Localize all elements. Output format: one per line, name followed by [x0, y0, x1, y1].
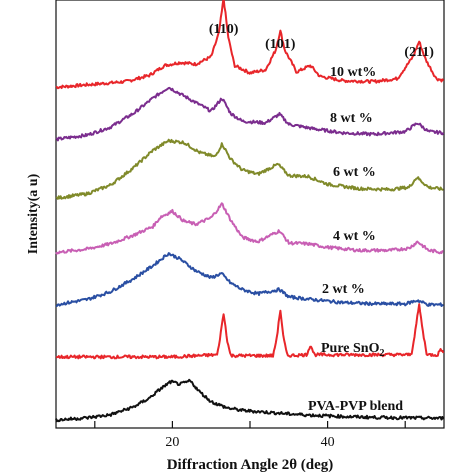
series-line-3 [55, 202, 444, 255]
peak-annotation-0: (110) [209, 22, 239, 37]
series-label-subscript-5: 2 [379, 348, 384, 359]
series-label-5: Pure SnO2 [321, 341, 384, 359]
plot-frame [55, 0, 445, 429]
series-line-1 [55, 86, 445, 142]
series-line-4 [55, 252, 444, 307]
y-axis-title: Intensity(a u) [26, 173, 41, 254]
series-label-6: PVA-PVP blend [308, 399, 403, 414]
series-label-2: 6 wt % [333, 165, 376, 180]
series-label-3: 4 wt % [333, 229, 376, 244]
series-label-4: 2 wt % [322, 282, 365, 297]
peak-annotation-1: (101) [265, 37, 296, 52]
x-axis-title: Diffraction Angle 2θ (deg) [167, 457, 334, 473]
series-line-6 [55, 378, 445, 423]
x-tick-label-0: 20 [165, 435, 179, 450]
series-layer [55, 0, 445, 423]
series-line-5 [55, 303, 445, 360]
series-label-0: 10 wt% [330, 65, 376, 80]
tick-layer: 20 40 [94, 421, 406, 450]
series-line-0 [55, 0, 445, 90]
label-layer: 10 wt% 8 wt % 6 wt % 4 wt % 2 wt % Pure SnO2 P… [209, 22, 434, 414]
series-line-2 [55, 138, 444, 200]
x-tick-label-1: 40 [321, 435, 335, 450]
peak-annotation-2: (211) [404, 45, 434, 60]
series-label-1: 8 wt % [330, 111, 373, 126]
